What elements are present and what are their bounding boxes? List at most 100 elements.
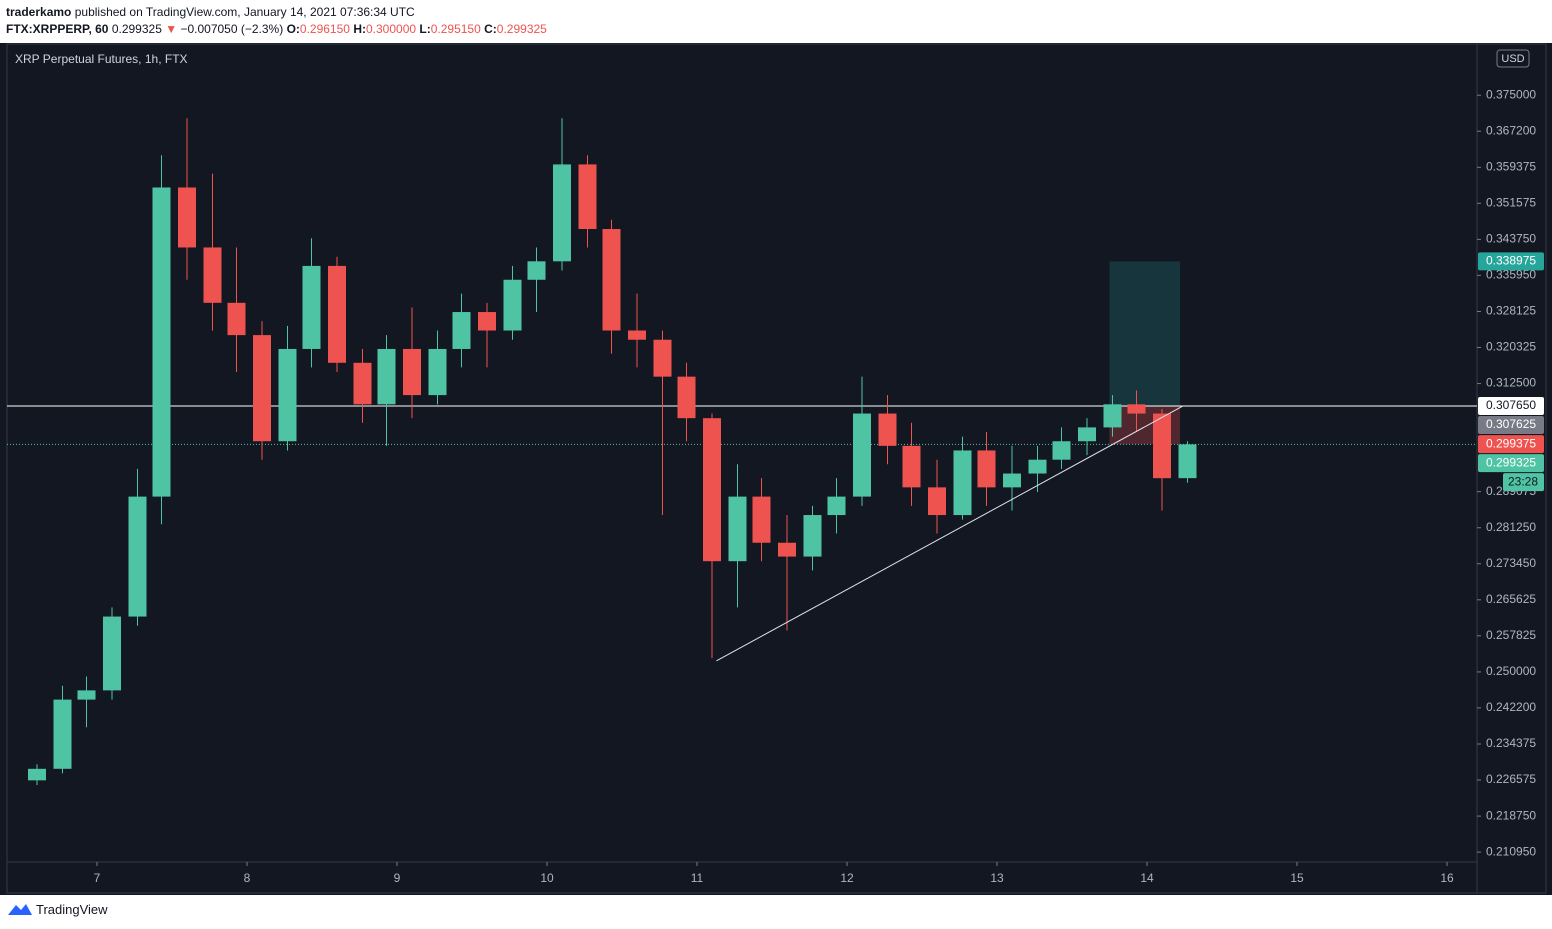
ohlc-key: L: (419, 22, 431, 36)
trendline (716, 405, 1184, 662)
candle-body (253, 335, 271, 442)
candle-body (128, 496, 147, 617)
candle-body (227, 302, 246, 336)
candle-body (853, 413, 871, 497)
y-tick-label: 0.281250 (1486, 520, 1536, 534)
candle-body (1078, 427, 1096, 442)
y-tick-label: 0.226575 (1486, 772, 1536, 786)
price-badge (1478, 435, 1544, 454)
price-badge-label: 0.307650 (1486, 398, 1536, 412)
y-tick-label: 0.210950 (1486, 844, 1536, 858)
x-tick-label: 14 (1140, 871, 1154, 885)
candle-body (752, 496, 771, 543)
x-tick-label: 16 (1440, 871, 1454, 885)
price-badge-label: 0.299325 (1486, 455, 1536, 469)
candle-body (778, 542, 796, 557)
y-tick-label: 0.320325 (1486, 340, 1536, 354)
y-tick-label: 0.257825 (1486, 628, 1536, 642)
x-tick-label: 7 (94, 871, 101, 885)
candle-body (653, 339, 672, 377)
candle-body (703, 418, 721, 562)
chart-bg (0, 43, 1552, 895)
x-tick-label: 12 (840, 871, 854, 885)
currency: USD (1501, 53, 1524, 65)
price-badge (1478, 454, 1544, 473)
x-tick-label: 8 (244, 871, 251, 885)
candle-body (103, 616, 121, 691)
y-tick-label: 0.242200 (1486, 700, 1536, 714)
candle-body (803, 515, 822, 557)
price-badge-label: 0.338975 (1486, 254, 1536, 268)
candle-body (578, 164, 597, 230)
ohlc-value: 0.300000 (365, 22, 417, 36)
y-axis-border (1476, 43, 1547, 894)
countdown: 23:28 (1508, 474, 1538, 488)
x-tick-label: 9 (394, 871, 401, 885)
candle-body (1103, 404, 1122, 428)
candle-body (503, 279, 522, 331)
footer: TradingView (8, 901, 108, 917)
arrow: ▼ (165, 22, 178, 36)
header-line1: traderkamo published on TradingView.com,… (6, 4, 547, 21)
candle-body (178, 187, 196, 248)
countdown-bg (1503, 473, 1544, 492)
candle-body (28, 768, 46, 781)
price-badge-label: 0.299375 (1486, 436, 1536, 450)
candle-body (1178, 444, 1197, 479)
candle-body (377, 348, 396, 405)
price-badge (1478, 415, 1544, 434)
header-line2: FTX:XRPPERP, 60 0.299325 ▼ −0.007050 (−2… (6, 21, 547, 38)
price-badge-label: 0.307625 (1486, 417, 1536, 431)
candle-body (302, 265, 321, 349)
candle-body (628, 330, 646, 340)
candle-body (553, 164, 571, 262)
candle-body (53, 699, 72, 769)
author: traderkamo (6, 5, 72, 19)
ohlc-value: 0.295150 (430, 22, 481, 36)
header: traderkamo published on TradingView.com,… (6, 4, 547, 38)
candle-body (878, 413, 897, 446)
y-tick-label: 0.367200 (1486, 123, 1536, 137)
x-tick-label: 10 (540, 871, 554, 885)
currency-box (1496, 49, 1530, 68)
y-tick-label: 0.343750 (1486, 232, 1536, 246)
candle-body (478, 312, 496, 331)
last: 0.299325 (111, 22, 162, 36)
y-tick-label: 0.359375 (1486, 159, 1536, 173)
position-profit (1109, 261, 1180, 406)
candle-body (1127, 404, 1146, 414)
y-tick-label: 0.273450 (1486, 556, 1536, 570)
y-tick-label: 0.250000 (1486, 664, 1536, 678)
candle-body (527, 261, 546, 280)
y-tick-label: 0.328125 (1486, 304, 1536, 318)
x-tick-label: 15 (1290, 871, 1304, 885)
ohlc-key: H: (353, 22, 366, 36)
ohlc-value: 0.299325 (496, 22, 547, 36)
candle-body (827, 496, 846, 516)
ohlc: O:0.296150 H:0.300000 L:0.295150 C:0.299… (287, 22, 547, 36)
candle-body (728, 496, 747, 562)
logo (8, 904, 32, 915)
x-tick-label: 13 (990, 871, 1004, 885)
y-tick-label: 0.265625 (1486, 592, 1536, 606)
y-tick-label: 0.234375 (1486, 736, 1536, 750)
candle-body (1028, 459, 1047, 474)
candle-body (278, 348, 297, 442)
candle-body (677, 376, 696, 419)
candle-body (203, 247, 222, 303)
candle-body (428, 348, 447, 396)
ohlc-value: 0.296150 (299, 22, 350, 36)
y-tick-label: 0.312500 (1486, 376, 1536, 390)
candle-body (977, 450, 996, 488)
ohlc-key: O: (286, 22, 300, 36)
price-badge (1478, 396, 1544, 415)
candle-body (328, 265, 346, 363)
x-tick-label: 11 (691, 871, 704, 885)
candle-body (602, 229, 621, 331)
symbol: FTX:XRPPERP, 60 (6, 22, 109, 36)
candle-body (77, 690, 96, 700)
y-tick-label: 0.218750 (1486, 808, 1536, 822)
candle-body (1052, 441, 1071, 460)
